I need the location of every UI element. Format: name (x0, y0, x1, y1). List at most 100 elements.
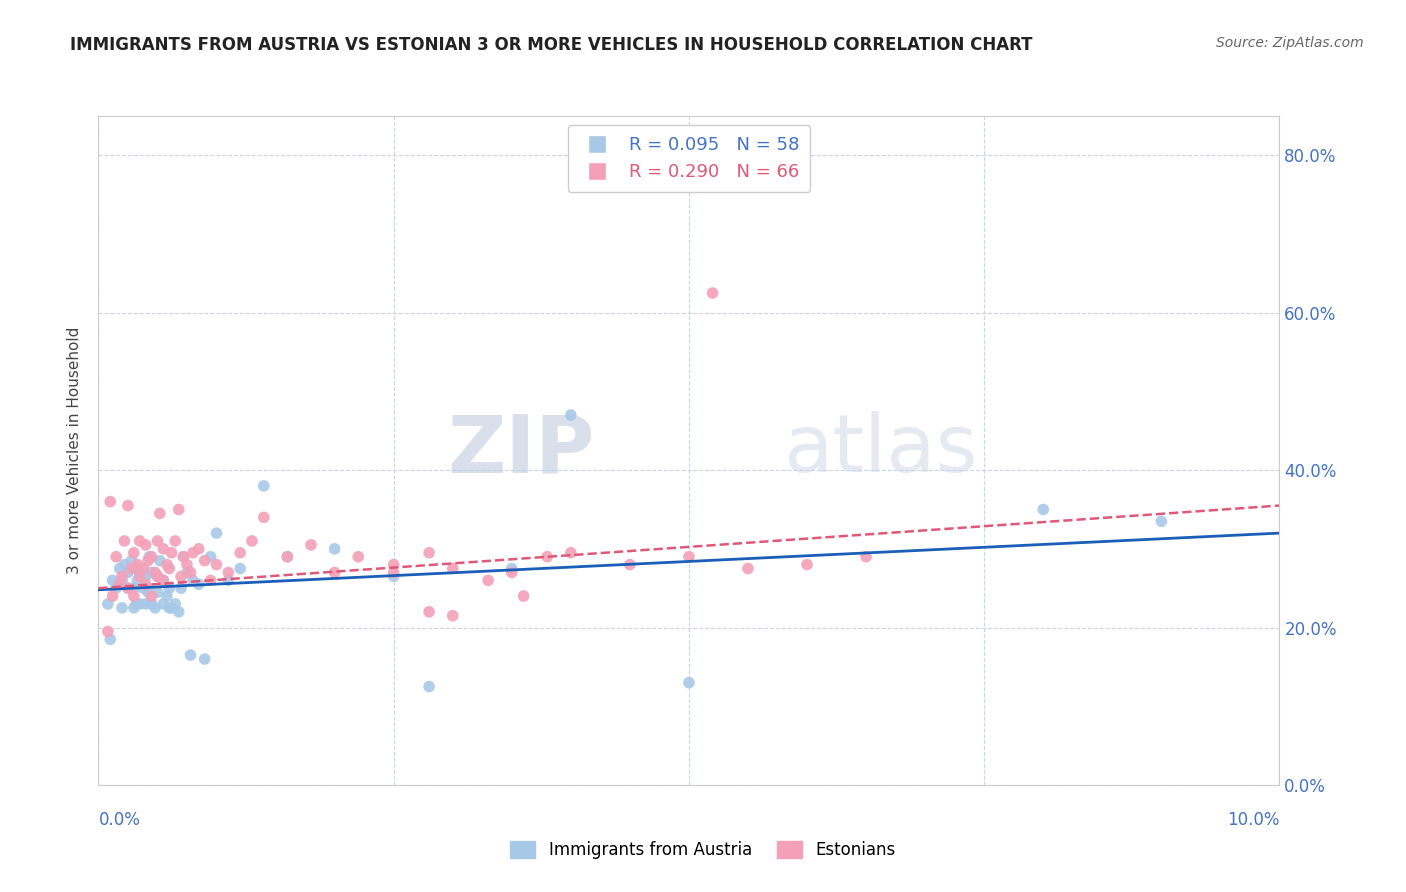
Point (229, 561, 252, 575)
Point (146, 585, 169, 599)
Point (97, 624, 120, 639)
Point (108, 577, 131, 591)
Point (441, 608, 464, 623)
Point (170, 569, 193, 583)
Point (796, 558, 818, 572)
Point (149, 507, 172, 521)
Point (187, 577, 209, 591)
Point (121, 554, 143, 568)
Point (176, 558, 198, 572)
Point (122, 581, 145, 595)
Point (132, 561, 155, 575)
Point (855, 549, 877, 564)
Point (382, 566, 405, 580)
Point (146, 569, 169, 583)
Point (135, 597, 157, 611)
Point (200, 574, 222, 588)
Point (200, 549, 222, 564)
Point (187, 541, 209, 556)
Text: 0.0%: 0.0% (98, 811, 141, 829)
Point (98, 494, 121, 508)
Point (128, 597, 150, 611)
Point (560, 408, 582, 422)
Point (678, 675, 700, 690)
Point (441, 561, 464, 575)
Point (165, 533, 187, 548)
Point (180, 648, 202, 662)
Point (152, 541, 174, 556)
Legend: R = 0.095   N = 58, R = 0.290   N = 66: R = 0.095 N = 58, R = 0.290 N = 66 (568, 125, 810, 192)
Point (105, 581, 128, 595)
Point (157, 600, 180, 615)
Point (117, 581, 139, 595)
Point (146, 533, 169, 548)
Point (111, 600, 134, 615)
Point (143, 566, 166, 580)
Point (501, 566, 523, 580)
Text: ZIP: ZIP (447, 411, 595, 490)
Point (678, 549, 700, 564)
Point (170, 581, 193, 595)
Point (240, 533, 263, 548)
Point (205, 526, 228, 541)
Point (299, 538, 322, 552)
Point (418, 605, 440, 619)
Point (135, 577, 157, 591)
Point (112, 558, 135, 572)
Point (181, 546, 204, 560)
Point (382, 569, 405, 583)
Point (418, 546, 440, 560)
Point (105, 549, 128, 564)
Point (217, 566, 239, 580)
Point (501, 561, 523, 575)
Point (156, 558, 179, 572)
Point (125, 597, 148, 611)
Point (157, 561, 180, 575)
Point (141, 566, 163, 580)
Point (181, 574, 204, 588)
Point (205, 558, 228, 572)
Point (128, 566, 150, 580)
Point (127, 574, 149, 588)
Text: Source: ZipAtlas.com: Source: ZipAtlas.com (1216, 36, 1364, 50)
Point (347, 549, 370, 564)
Point (98, 632, 121, 647)
Point (194, 652, 217, 666)
Point (112, 533, 135, 548)
Point (117, 499, 139, 513)
Point (111, 574, 134, 588)
Point (165, 597, 187, 611)
Point (194, 554, 217, 568)
Point (136, 554, 159, 568)
Point (477, 574, 499, 588)
Point (135, 538, 157, 552)
Point (323, 566, 346, 580)
Point (512, 589, 534, 603)
Point (167, 605, 190, 619)
Point (122, 600, 145, 615)
Point (122, 546, 145, 560)
Point (128, 569, 150, 583)
Point (276, 549, 298, 564)
Point (536, 549, 558, 564)
Point (180, 566, 202, 580)
Point (136, 585, 159, 599)
Point (619, 558, 641, 572)
Text: atlas: atlas (783, 411, 977, 490)
Point (156, 589, 179, 603)
Point (382, 558, 405, 572)
Point (122, 589, 145, 603)
Point (152, 574, 174, 588)
Point (1150, 514, 1173, 528)
Point (149, 554, 172, 568)
Point (160, 600, 183, 615)
Point (217, 574, 239, 588)
Point (167, 502, 190, 516)
Point (702, 286, 724, 301)
Point (141, 597, 163, 611)
Point (122, 561, 145, 575)
Point (117, 581, 139, 595)
Point (121, 561, 143, 575)
Point (1032, 502, 1054, 516)
Point (176, 566, 198, 580)
